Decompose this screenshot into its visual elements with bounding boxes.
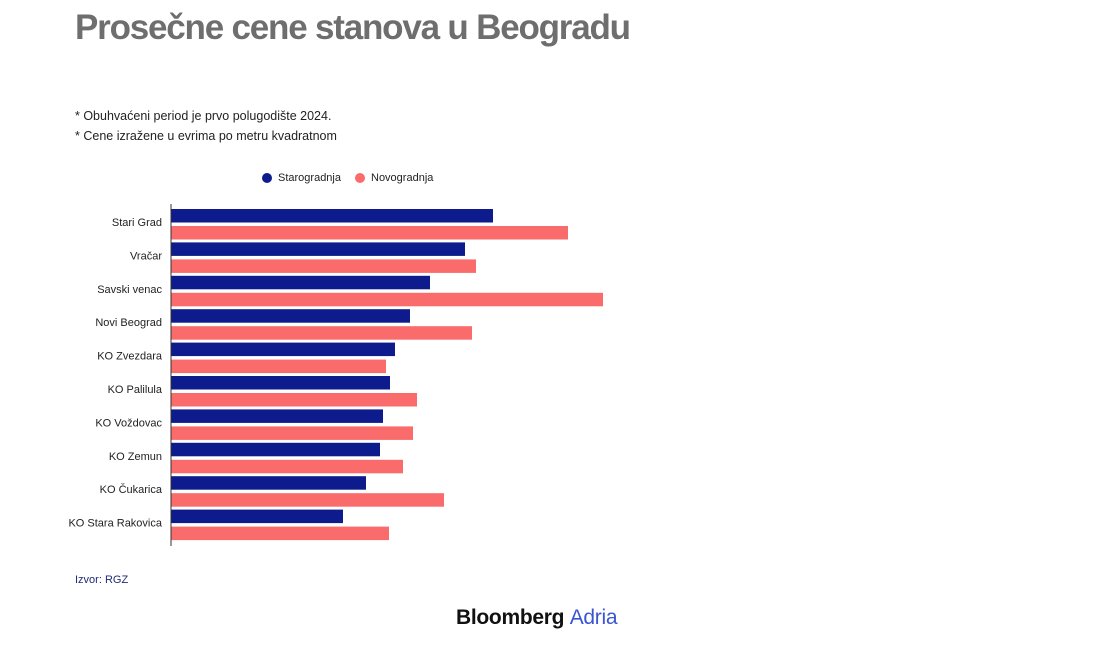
legend-label-novogradnja: Novogradnja bbox=[371, 172, 434, 184]
legend-item-starogradnja: Starogradnja bbox=[262, 172, 341, 184]
bar-novogradnja bbox=[171, 526, 389, 541]
category-label: KO Palilula bbox=[108, 384, 163, 396]
bar-starogradnja bbox=[171, 342, 395, 357]
bar-novogradnja bbox=[171, 359, 386, 374]
source-note: Izvor: RGZ bbox=[75, 574, 129, 586]
note-units: * Cene izražene u evrima po metru kvadra… bbox=[75, 129, 337, 143]
bar-novogradnja bbox=[171, 426, 413, 440]
bar-novogradnja bbox=[171, 326, 472, 340]
category-label: KO Zvezdara bbox=[97, 351, 163, 363]
note-period: * Obuhvaćeni period je prvo polugodište … bbox=[75, 109, 332, 123]
category-label: KO Stara Rakovica bbox=[68, 518, 162, 530]
bar-starogradnja bbox=[171, 309, 410, 323]
bar-novogradnja bbox=[171, 393, 417, 407]
bar-novogradnja bbox=[171, 292, 603, 307]
bar-starogradnja bbox=[171, 242, 465, 256]
bar-starogradnja bbox=[171, 209, 493, 223]
category-label: KO Voždovac bbox=[95, 417, 162, 429]
bar-starogradnja bbox=[171, 509, 343, 524]
category-label: Savski venac bbox=[97, 284, 162, 296]
category-label: Stari Grad bbox=[112, 217, 162, 229]
category-label: KO Čukarica bbox=[100, 483, 163, 496]
logo-accent: Adria bbox=[569, 606, 618, 629]
bar-starogradnja bbox=[171, 476, 366, 490]
chart-title: Prosečne cene stanova u Beogradu bbox=[75, 8, 631, 47]
category-label: Vračar bbox=[130, 250, 162, 262]
category-label: Novi Beograd bbox=[95, 317, 162, 329]
bar-starogradnja bbox=[171, 442, 380, 457]
legend-label-starogradnja: Starogradnja bbox=[278, 172, 341, 184]
legend-item-novogradnja: Novogradnja bbox=[355, 172, 433, 184]
bar-starogradnja bbox=[171, 409, 383, 423]
bar-novogradnja bbox=[171, 493, 444, 507]
bar-novogradnja bbox=[171, 459, 403, 474]
bar-starogradnja bbox=[171, 275, 430, 290]
brand-logo: Bloomberg Adria bbox=[456, 606, 618, 630]
chart-notes: * Obuhvaćeni period je prvo polugodište … bbox=[75, 106, 337, 146]
logo-brand: Bloomberg bbox=[456, 606, 565, 629]
bar-starogradnja bbox=[171, 376, 390, 390]
legend-swatch-novogradnja bbox=[355, 173, 365, 183]
chart-legend: Starogradnja Novogradnja bbox=[262, 172, 447, 184]
legend-swatch-starogradnja bbox=[262, 173, 272, 183]
category-label: KO Zemun bbox=[109, 451, 162, 463]
bar-novogradnja bbox=[171, 226, 568, 240]
bar-novogradnja bbox=[171, 259, 476, 273]
